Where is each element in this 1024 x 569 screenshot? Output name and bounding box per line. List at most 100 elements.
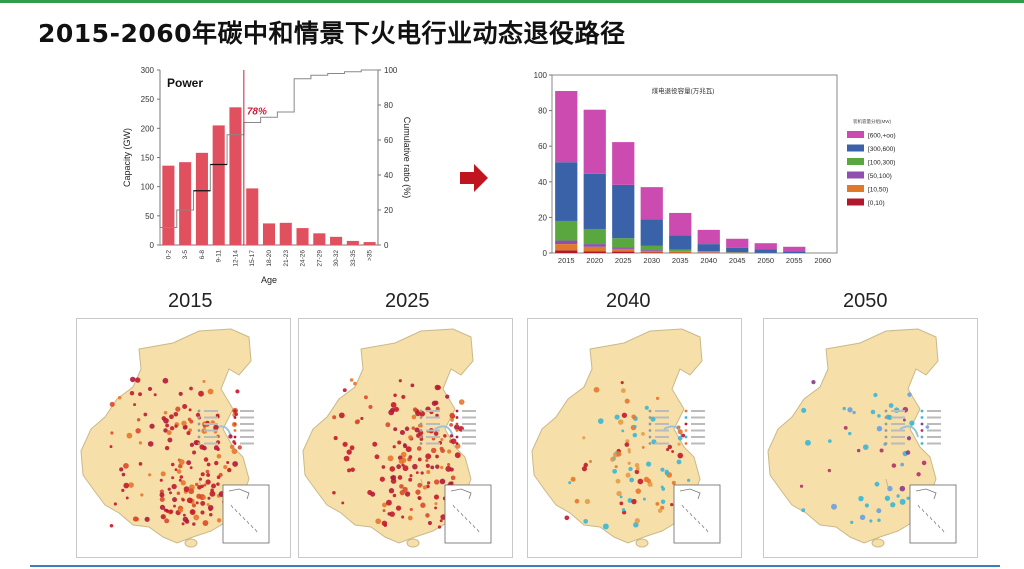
bar [195,152,208,245]
power-plant-marker [210,488,214,493]
china-map-2025 [298,318,513,558]
power-plant-marker [401,394,406,399]
stacked-bar-segment [726,247,749,253]
inset-dash [230,504,234,509]
power-plant-marker [687,478,691,482]
power-plant-marker [135,377,141,383]
power-plant-marker [570,476,576,482]
hainan-island [871,538,885,548]
power-plant-marker [415,471,419,475]
legend-dot [884,442,888,445]
power-plant-marker [799,484,804,488]
power-plant-marker [182,513,186,517]
power-plant-marker [858,495,864,502]
power-plant-marker [163,417,169,424]
power-plant-marker [427,520,432,526]
x-tick-label: 6-8 [199,250,206,260]
power-plant-marker [635,488,642,494]
power-plant-marker [209,490,216,497]
inset-dash [685,508,689,513]
inset-dash [234,508,238,513]
power-plant-marker [568,481,572,485]
power-plant-marker [350,467,355,472]
power-plant-marker [235,389,240,394]
power-plant-marker [660,499,666,504]
power-plant-marker [916,472,921,477]
power-plant-marker [636,466,640,471]
legend-text-stub [240,423,254,425]
power-plant-marker [202,380,206,383]
power-plant-marker [356,419,360,424]
power-plant-marker [864,503,869,508]
stacked-bar-segment [612,184,635,239]
panel-label: Power [167,76,203,90]
legend-text-stub [426,423,440,425]
power-plant-marker [200,510,205,515]
power-plant-marker [581,466,587,472]
power-plant-marker [391,475,397,481]
stacked-bar-segment [612,247,635,249]
x-tick-label: 3-5 [182,250,189,260]
power-plant-marker [887,414,893,421]
power-plant-marker [906,436,912,441]
power-plant-marker [409,474,413,478]
bar [346,240,359,245]
power-plant-marker [180,480,186,486]
hainan-island [406,538,420,548]
power-plant-marker [188,428,192,432]
power-plant-marker [181,498,185,502]
power-plant-marker [202,445,207,451]
power-plant-marker [887,485,893,492]
power-plant-marker [847,407,853,413]
power-plant-marker [186,431,191,436]
legend-title: 装机容量分组(MW) [853,118,891,125]
power-plant-marker [206,462,211,467]
legend-dot [419,435,423,439]
legend-text-stub [462,423,476,425]
stacked-bar-segment [669,251,692,252]
power-plant-marker [182,403,188,410]
power-plant-marker [449,467,454,472]
power-plant-marker [175,406,181,412]
stacked-bar-segment [583,246,606,252]
power-plant-marker [616,451,622,457]
power-plant-marker [216,475,221,480]
power-plant-marker [189,442,195,448]
power-plant-marker [625,439,630,444]
power-plant-marker [195,501,199,505]
power-plant-marker [621,412,628,418]
inset-dash [476,528,480,533]
power-plant-marker [144,516,150,522]
power-plant-marker [186,497,193,504]
power-plant-marker [619,495,623,499]
power-plant-marker [123,462,129,469]
stacked-bar-segment [583,173,606,229]
power-plant-marker [132,516,139,522]
power-plant-marker [450,438,457,445]
legend-text-stub [204,442,218,445]
stacked-bar-segment [612,251,635,253]
power-plant-marker [906,496,910,500]
legend-dot [197,409,201,413]
legend-dot [684,422,688,426]
power-plant-marker [367,489,373,495]
legend-text-stub [204,410,218,412]
power-plant-marker [195,482,199,487]
power-plant-marker [188,408,192,412]
y2-tick-label: 100 [384,66,398,75]
power-plant-marker [174,468,178,472]
x-tick-label: 2050 [757,256,774,265]
hainan-island [635,538,649,548]
inset-coast [228,488,250,500]
power-plant-marker [402,486,408,493]
x-tick-label: 2055 [786,256,803,265]
power-plant-marker [234,412,239,417]
x-tick-label: 2045 [729,256,746,265]
china-map-2015 [76,318,291,558]
power-plant-marker [831,503,837,510]
power-plant-marker [223,465,228,470]
power-plant-marker [138,462,143,466]
power-plant-marker [159,504,166,510]
legend-text-stub [462,429,476,432]
y2-tick-label: 60 [384,136,393,145]
